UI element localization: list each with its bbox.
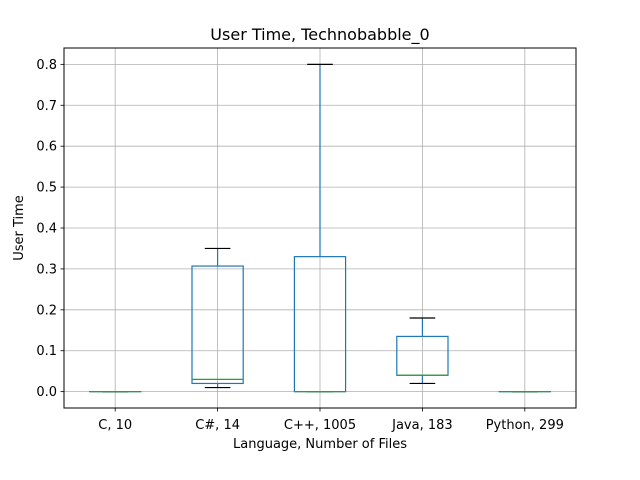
x-axis-ticks: C, 10 C#, 14 C++, 1005 Java, 183 Python, 299 [98,408,564,433]
box-body [191,265,244,385]
y-axis-ticks: 0.0 0.1 0.2 0.3 0.4 0.5 0.6 0.7 0.8 [36,58,64,400]
chart-title: User Time, Technobabble_0 [210,25,429,45]
y-tick-label: 0.4 [36,222,57,237]
y-tick-label: 0.2 [36,303,57,318]
y-tick-label: 0.1 [36,344,57,359]
x-tick-label: C++, 1005 [284,418,356,433]
y-tick-label: 0.6 [36,140,57,155]
y-axis-label: User Time [12,195,27,261]
y-tick-label: 0.0 [36,385,57,400]
x-axis-label: Language, Number of Files [233,437,407,452]
box-1 [191,247,244,389]
x-tick-label: Java, 183 [391,418,453,433]
y-tick-label: 0.7 [36,99,57,114]
x-tick-label: Python, 299 [486,418,564,433]
x-tick-label: C#, 14 [195,418,240,433]
x-tick-label: C, 10 [98,418,132,433]
y-tick-label: 0.8 [36,58,57,73]
box-2 [293,63,347,393]
box-3 [396,317,449,385]
y-tick-label: 0.3 [36,262,57,277]
box-series [88,63,552,393]
y-tick-label: 0.5 [36,181,57,196]
